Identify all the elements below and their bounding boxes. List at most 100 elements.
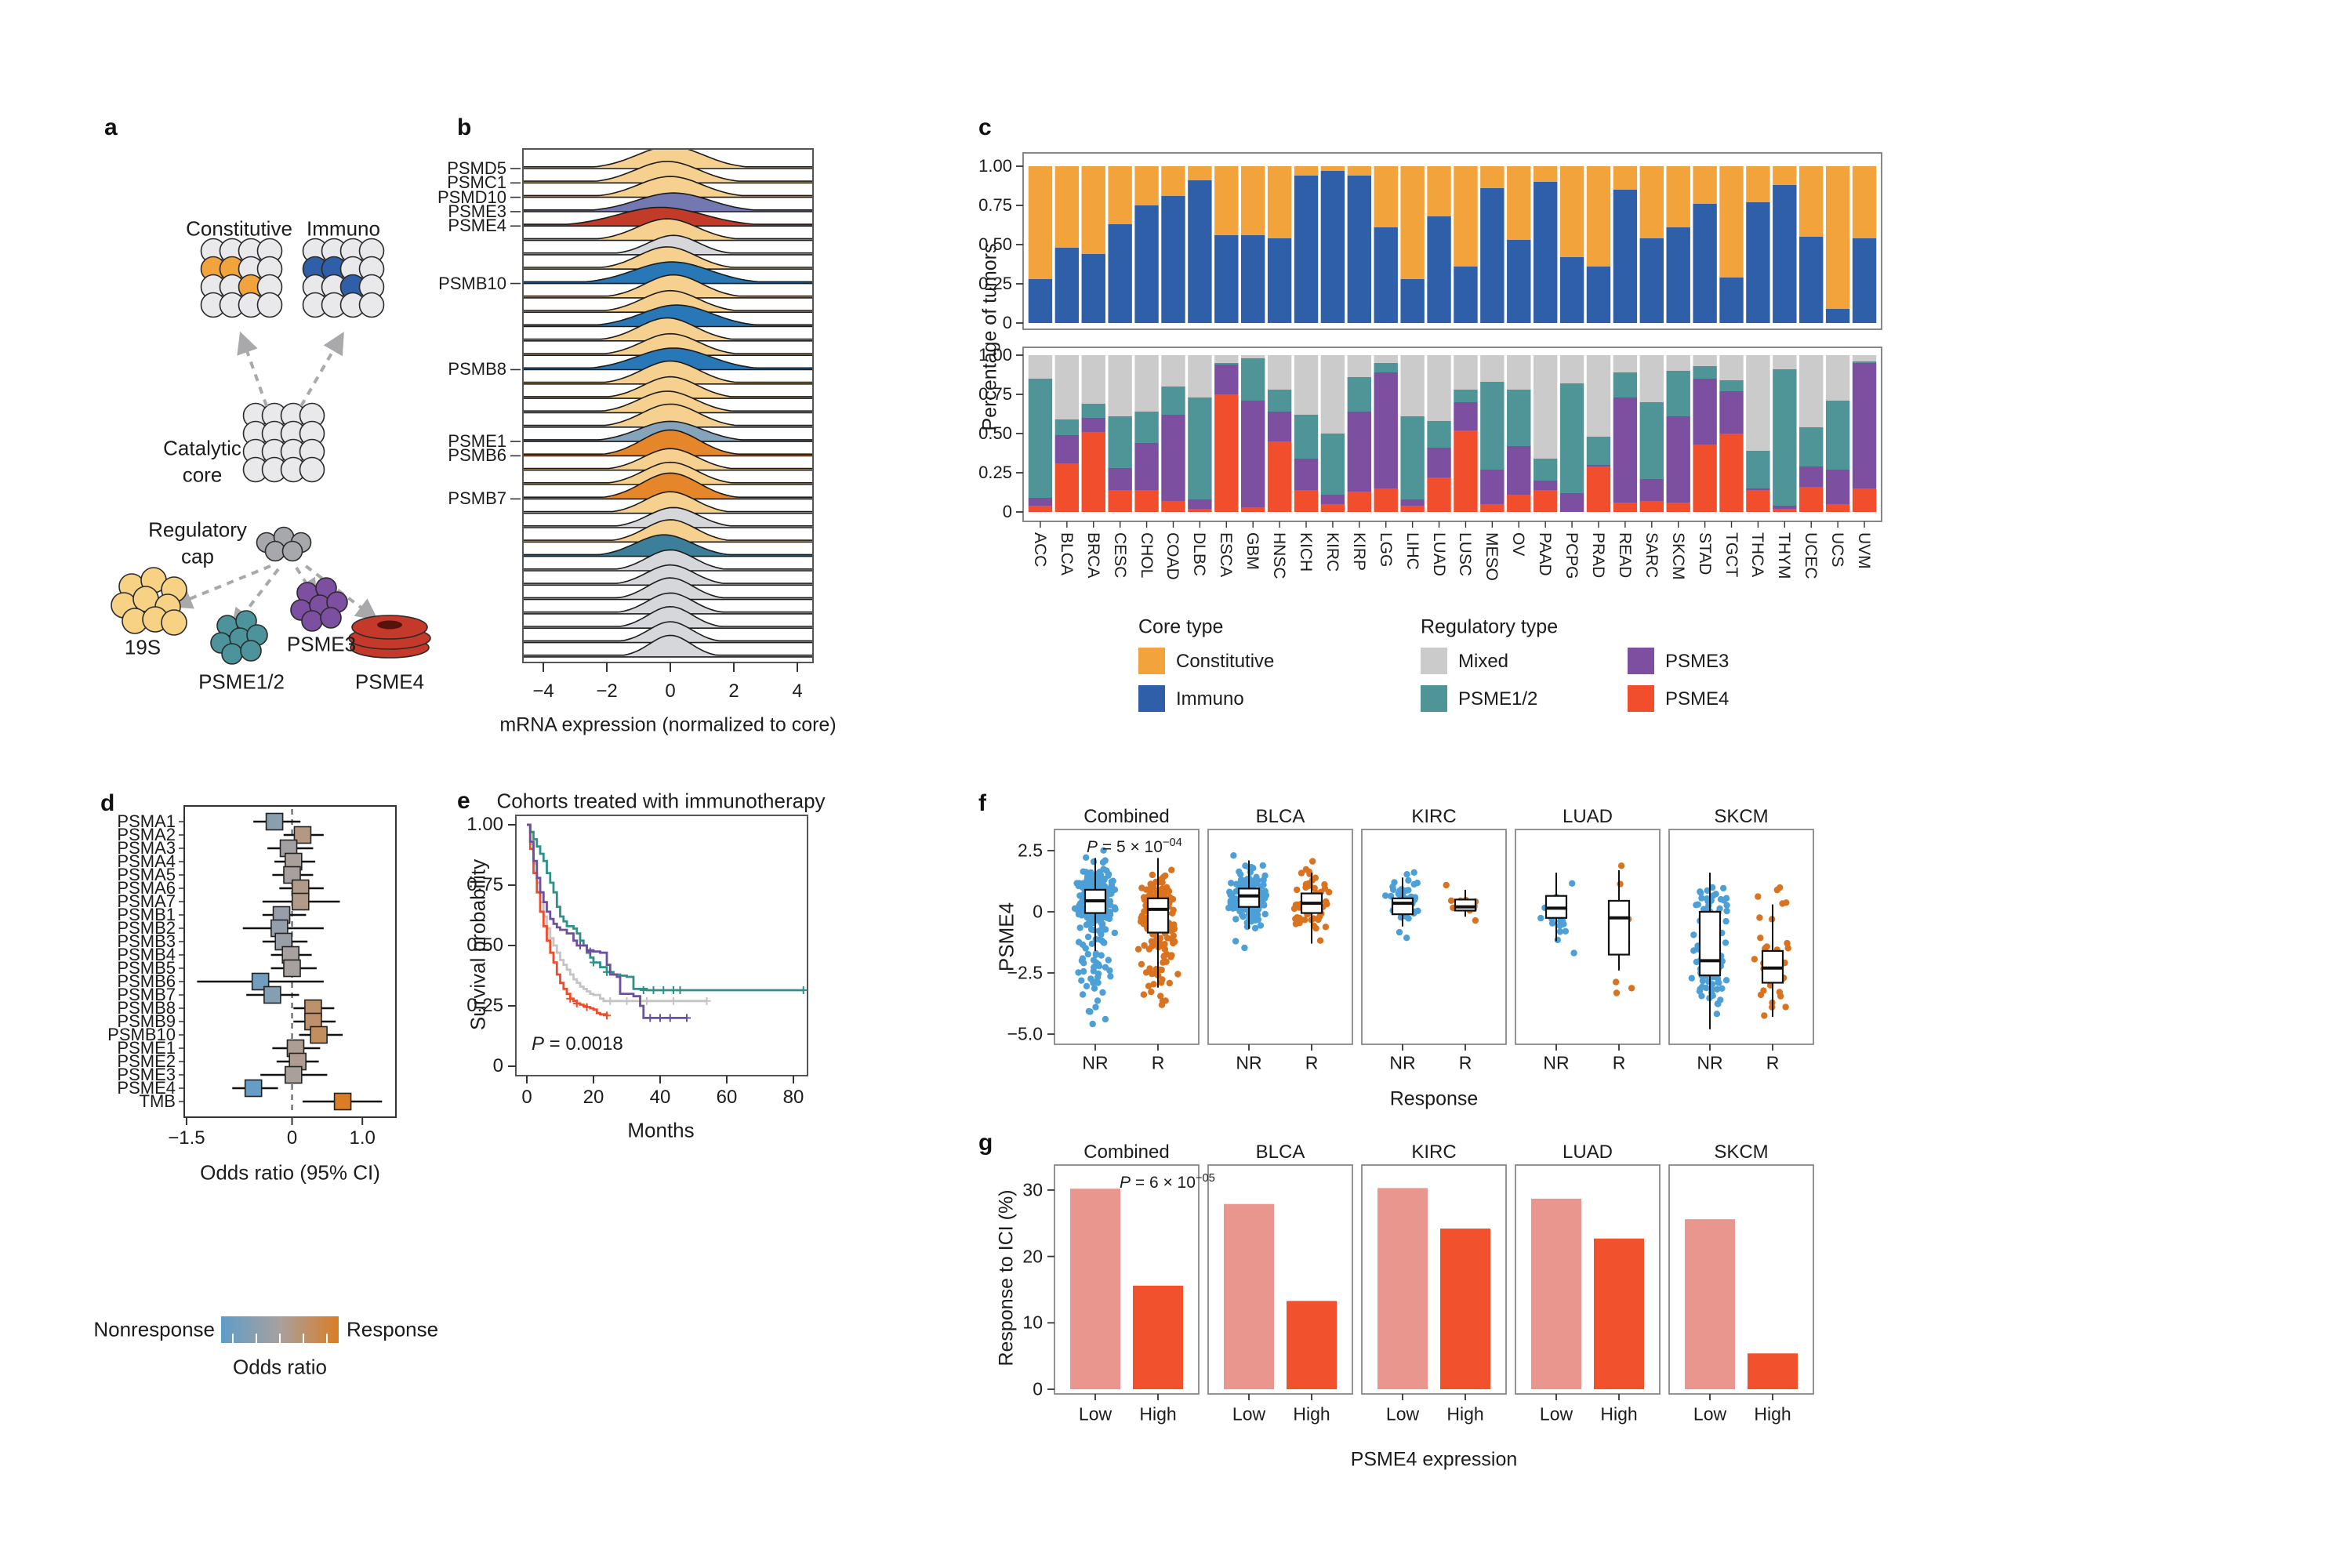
c-bar-KIRC-PSME4: [1320, 504, 1345, 512]
ridge-row30: [524, 564, 812, 586]
f-jitter-point: [1085, 877, 1092, 884]
c-bar-CESC-PSME3: [1108, 468, 1132, 490]
c-bar-MESO-PSME1/2: [1480, 382, 1504, 470]
proteasome-subunit: [299, 456, 325, 483]
f-jitter-point: [1315, 916, 1322, 924]
b-row-label: PSMC1: [447, 172, 506, 193]
ridge-row34: [524, 621, 812, 644]
ridge-row26: [524, 506, 812, 528]
f-jitter-point: [1697, 889, 1704, 896]
ridge-PSMD5: [524, 150, 812, 169]
c-bar-LGG-Immuno: [1374, 227, 1398, 323]
e-x-tick-label: 40: [649, 1087, 671, 1108]
f-jitter-point: [1719, 985, 1726, 993]
cluster-psme3: [290, 577, 348, 632]
ridge-row14: [524, 332, 812, 356]
c-bar-UVM-Immuno: [1852, 238, 1877, 323]
f-jitter-point: [1723, 902, 1730, 909]
c-bar-READ-PSME3: [1613, 397, 1638, 503]
c-legend-reg-label: Mixed: [1458, 651, 1509, 672]
ridge-row17: [524, 376, 812, 399]
f-jitter-point: [1762, 944, 1769, 952]
c-bar-LUSC-Mixed: [1454, 355, 1478, 390]
c-bar-KIRC-PSME3: [1320, 495, 1345, 504]
f-jitter-point: [1148, 938, 1156, 945]
c-bar-THCA-Constitutive: [1746, 166, 1770, 202]
b-row-label: PSME1: [448, 431, 506, 452]
f-jitter-point: [1170, 906, 1177, 914]
f-jitter-point: [1230, 852, 1237, 859]
c-frame: [1022, 347, 1882, 522]
f-jitter-point: [1096, 869, 1103, 876]
c-category-label: STAD: [1695, 532, 1714, 575]
c-bar-ESCA-Constitutive: [1214, 166, 1239, 235]
f-jitter-point: [1302, 884, 1309, 891]
f-frame-LUAD: [1515, 829, 1661, 1045]
c-bar-UVM-Mixed: [1852, 355, 1877, 361]
f-jitter-point: [1106, 909, 1114, 916]
f-jitter-point: [1094, 997, 1102, 1004]
c-bar-KIRP-Mixed: [1347, 355, 1372, 377]
d-or-PSMB7: [263, 985, 281, 1004]
f-jitter-point: [1075, 938, 1083, 946]
f-jitter-point: [1149, 871, 1156, 879]
f-jitter-point: [1241, 944, 1248, 952]
label-regulatory-cap-1: Regulatory: [148, 517, 247, 542]
c-bar-THCA-Immuno: [1746, 202, 1770, 323]
c-bar-UCS-Constitutive: [1825, 166, 1850, 309]
ridge-PSMB6: [524, 429, 812, 457]
e-x-tick-label: 0: [521, 1087, 532, 1108]
cluster-19s: [111, 567, 187, 636]
panel-letter-d: d: [100, 790, 115, 816]
b-x-tick-label: 0: [665, 681, 676, 702]
g-panel-title: BLCA: [1255, 1142, 1305, 1163]
f-jitter-point: [1755, 893, 1762, 900]
c-bar-LGG-Mixed: [1374, 355, 1398, 363]
c-bar-STAD-Constitutive: [1693, 166, 1717, 204]
f-jitter-point: [1714, 975, 1722, 982]
c-bar-SARC-PSME1/2: [1639, 402, 1664, 479]
f-jitter-point: [1562, 927, 1570, 935]
f-jitter-point: [1720, 884, 1727, 892]
c-bar-HNSC-Immuno: [1267, 238, 1292, 323]
c-category-label: KIRC: [1323, 532, 1341, 572]
c-bar-LIHC-PSME4: [1400, 506, 1425, 512]
g-group-label: High: [1754, 1403, 1791, 1425]
c-bar-SKCM-PSME4: [1666, 503, 1690, 512]
c-bar-LIHC-Constitutive: [1400, 166, 1425, 279]
c-category-label: LIHC: [1403, 532, 1421, 570]
c-bar-MESO-PSME3: [1480, 470, 1504, 504]
c-legend-core-swatch: [1138, 648, 1165, 674]
c-legend-reg-label: PSME3: [1665, 651, 1730, 672]
g-frame-SKCM: [1668, 1164, 1814, 1395]
c-bar-CHOL-Mixed: [1134, 355, 1159, 412]
f-jitter-point: [1414, 880, 1421, 887]
f-jitter-point: [1078, 977, 1085, 984]
c-y-tick-label: 0.50: [978, 234, 1012, 254]
f-jitter-point: [1613, 978, 1620, 985]
c-bar-COAD-Mixed: [1161, 355, 1185, 387]
g-bar-KIRC-low: [1377, 1188, 1428, 1389]
f-jitter-point: [1713, 1011, 1721, 1018]
c-bar-PRAD-PSME3: [1586, 465, 1611, 466]
f-jitter-point: [1715, 1000, 1722, 1007]
c-bar-BRCA-PSME1/2: [1081, 404, 1105, 418]
c-bar-PCPG-PSME1/2: [1559, 383, 1584, 493]
c-bar-PRAD-Immuno: [1586, 267, 1611, 323]
g-yaxis-label: Response to ICI (%): [995, 1189, 1018, 1367]
c-bar-LIHC-Mixed: [1400, 355, 1425, 416]
f-jitter-point: [1232, 880, 1240, 887]
c-bar-UCS-PSME1/2: [1825, 401, 1850, 470]
e-y-tick-label: 0.50: [466, 935, 503, 956]
label-immuno: Immuno: [307, 216, 380, 241]
c-bar-ACC-Constitutive: [1028, 166, 1053, 279]
ridge-PSME3: [524, 192, 812, 212]
c-bar-SARC-Constitutive: [1639, 166, 1664, 238]
ridge-row33: [524, 605, 812, 629]
g-panel-title: LUAD: [1562, 1142, 1613, 1163]
d-frame: [183, 805, 397, 1118]
f-jitter-point: [1312, 874, 1319, 881]
f-jitter-point: [1443, 881, 1450, 889]
proteasome-subunit: [358, 292, 385, 318]
panel-letter-a: a: [104, 114, 118, 140]
